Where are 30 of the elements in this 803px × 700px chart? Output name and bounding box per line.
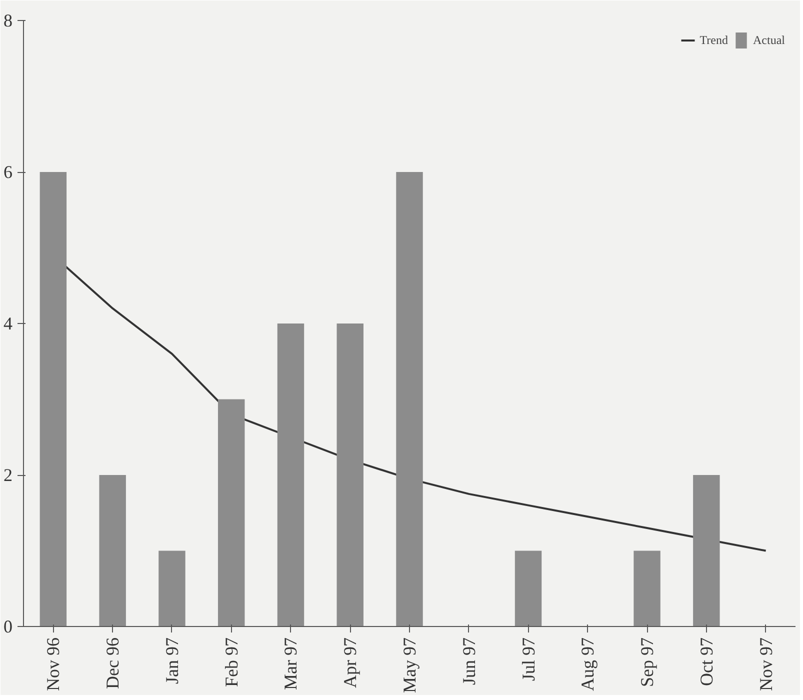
- bar: [40, 172, 67, 626]
- bar: [634, 550, 660, 626]
- x-tick-label: Sep 97: [637, 638, 658, 687]
- x-tick-label: Jul 97: [518, 637, 538, 682]
- x-tick-label: Jun 97: [458, 637, 479, 686]
- legend-label: Actual: [753, 32, 785, 48]
- y-tick-label: 0: [4, 616, 12, 636]
- x-tick-label: Aug 97: [578, 638, 598, 691]
- bar: [336, 324, 364, 626]
- bar: [396, 172, 423, 626]
- x-tick-label: Oct 97: [696, 637, 716, 686]
- x-tick-label: Apr 97: [340, 637, 360, 688]
- x-tick-label: Jan 97: [162, 637, 182, 684]
- y-tick-label: 8: [4, 10, 12, 30]
- bar: [218, 399, 245, 626]
- bar: [514, 550, 542, 626]
- y-tick-label: 2: [4, 465, 12, 485]
- bar: [693, 475, 720, 626]
- x-tick-label: Nov 97: [756, 638, 776, 691]
- x-tick-label: Mar 97: [280, 637, 301, 690]
- bar: [158, 550, 186, 626]
- bar: [99, 475, 126, 626]
- y-tick-label: 4: [4, 314, 12, 334]
- legend-label: Trend: [700, 32, 728, 48]
- bar: [277, 324, 304, 626]
- x-tick-label: May 97: [400, 637, 420, 693]
- x-tick-label: Feb 97: [221, 638, 242, 687]
- y-tick-label: 6: [4, 162, 12, 182]
- x-tick-label: Dec 96: [102, 637, 123, 689]
- x-tick-label: Nov 96: [43, 638, 64, 691]
